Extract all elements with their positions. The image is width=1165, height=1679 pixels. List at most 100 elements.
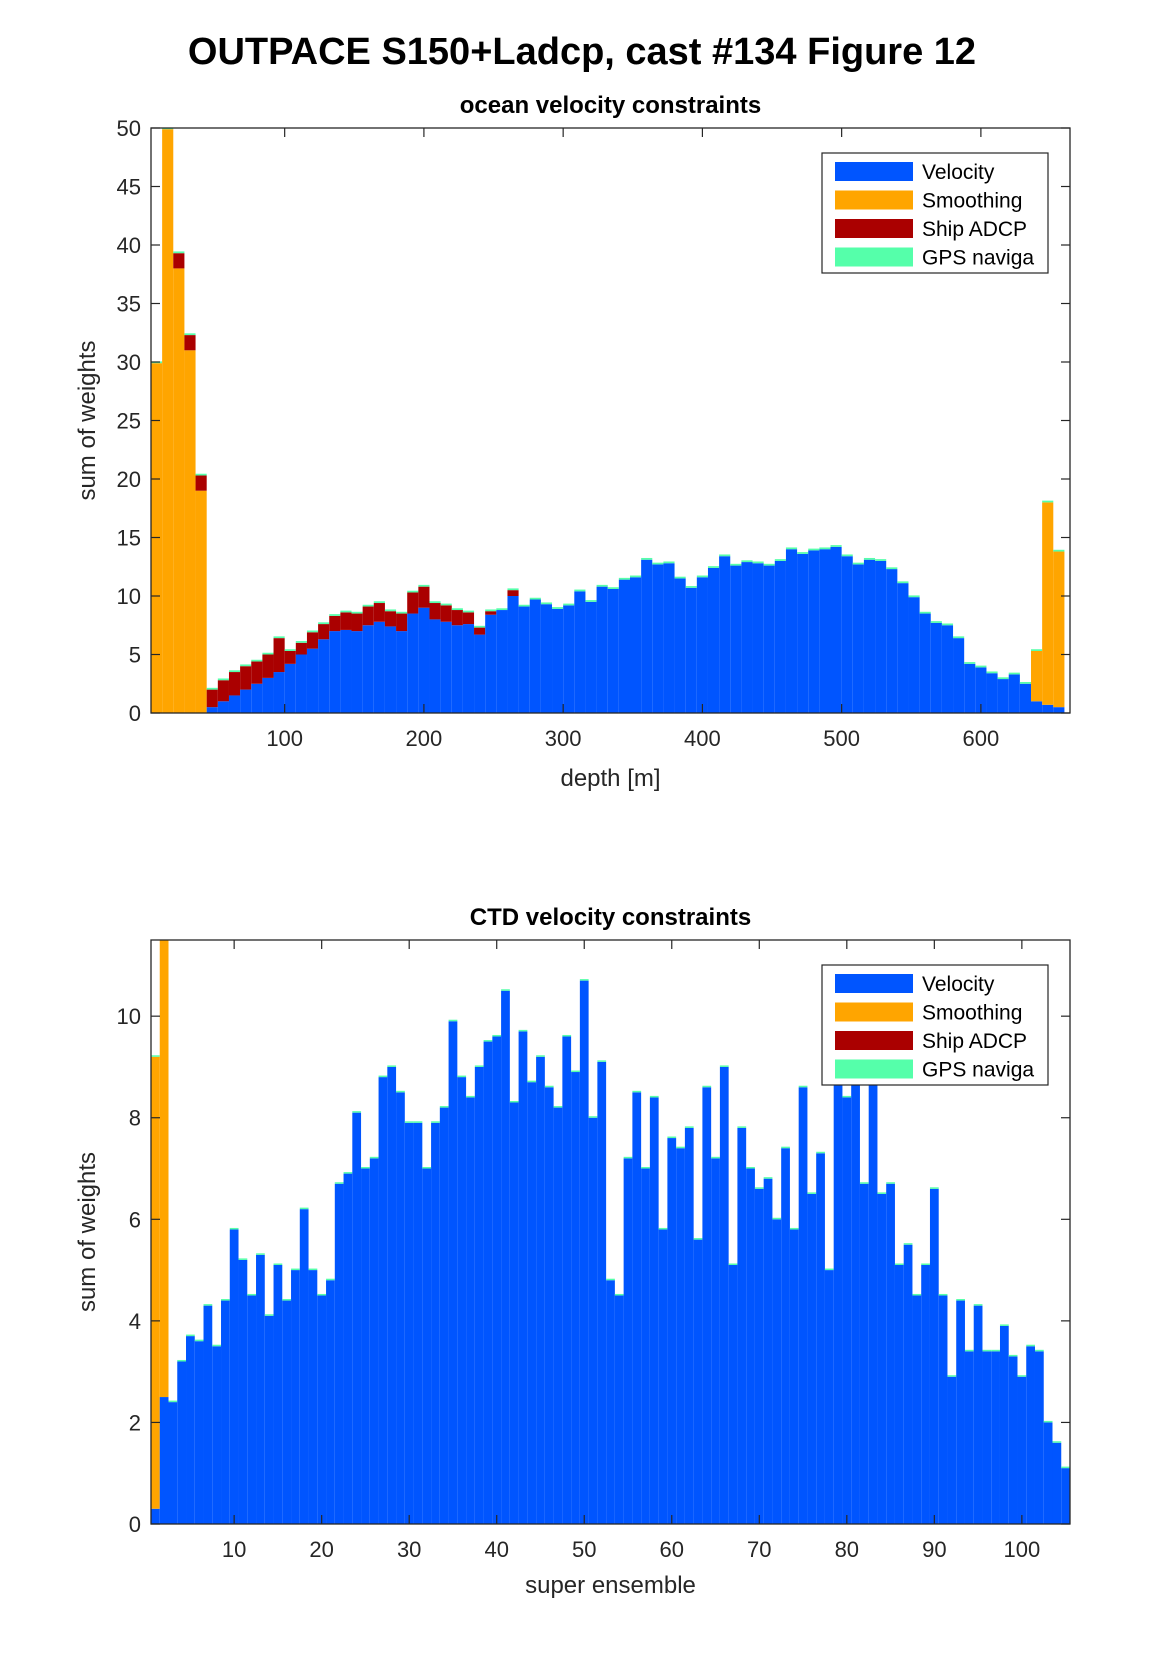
bar-gps-naviga-24: [173, 251, 185, 254]
bar-gps-naviga-67: [728, 1263, 738, 1266]
bar-velocity-59: [658, 1229, 668, 1524]
bar-gps-naviga-40: [195, 473, 207, 476]
bar-smoothing-24: [173, 268, 185, 713]
bar-smoothing-640: [1031, 650, 1043, 702]
bar-gps-naviga-424: [730, 563, 742, 566]
bar-velocity-368: [652, 564, 664, 713]
legend-swatch-smoothing: [835, 1002, 913, 1022]
bar-velocity-296: [552, 608, 564, 713]
bar-velocity-62: [684, 1127, 694, 1524]
bar-velocity-98: [999, 1325, 1009, 1524]
y-tick-label: 4: [129, 1309, 141, 1334]
bar-gps-naviga-46: [544, 1085, 554, 1088]
bar-velocity-46: [544, 1087, 554, 1524]
bar-velocity-22: [334, 1183, 344, 1524]
bar-velocity-90: [929, 1188, 939, 1524]
bar-velocity-93: [956, 1300, 965, 1524]
bar-gps-naviga-57: [641, 1166, 650, 1169]
bar-velocity-480: [808, 550, 820, 713]
bar-velocity-136: [329, 631, 341, 713]
bar-velocity-10: [229, 1229, 239, 1524]
bar-smoothing-2: [159, 940, 169, 1398]
bar-velocity-344: [618, 579, 630, 713]
bar-velocity-80: [842, 1097, 852, 1524]
bar-gps-naviga-64: [702, 1085, 712, 1088]
bar-velocity-52: [597, 1061, 607, 1524]
bar-smoothing-32: [184, 350, 196, 713]
bar-gps-naviga-248: [485, 609, 497, 612]
bar-gps-naviga-392: [685, 586, 697, 588]
bar-gps-naviga-52: [597, 1060, 607, 1062]
bar-gps-naviga-77: [816, 1151, 825, 1154]
bar-gps-naviga-56: [217, 678, 229, 681]
bar-gps-naviga-136: [329, 614, 341, 616]
bar-gps-naviga-82: [859, 1182, 869, 1184]
bar-gps-naviga-71: [763, 1177, 773, 1179]
bar-gps-naviga-21: [326, 1278, 335, 1281]
bar-gps-naviga-264: [507, 588, 519, 591]
bar-gps-naviga-624: [1008, 672, 1020, 675]
bar-velocity-5: [186, 1336, 195, 1524]
bar-velocity-9: [221, 1300, 230, 1524]
bar-velocity-208: [429, 619, 441, 713]
bar-smoothing-648: [1042, 502, 1054, 705]
bar-velocity-3: [168, 1402, 178, 1524]
y-tick-label: 0: [129, 1512, 141, 1537]
bar-gps-naviga-408: [707, 566, 720, 568]
bar-gps-naviga-328: [596, 584, 608, 587]
bar-velocity-34: [439, 1107, 449, 1524]
y-tick-label: 6: [129, 1207, 141, 1232]
bar-gps-naviga-55: [623, 1156, 633, 1159]
bar-gps-naviga-78: [824, 1268, 834, 1271]
bar-velocity-66: [719, 1066, 729, 1524]
bar-velocity-57: [641, 1168, 650, 1524]
bar-velocity-328: [596, 586, 608, 713]
x-tick-label: 500: [823, 726, 860, 751]
bar-velocity-8: [212, 1346, 222, 1524]
bar-gps-naviga-7: [203, 1304, 213, 1306]
legend-swatch-velocity: [835, 974, 913, 993]
bar-gps-naviga-32: [422, 1166, 432, 1169]
bar-gps-naviga-296: [552, 607, 564, 609]
bar-gps-naviga-464: [785, 547, 798, 550]
bar-velocity-392: [685, 587, 697, 713]
bar-velocity-160: [362, 625, 374, 713]
bar-gps-naviga-400: [696, 575, 708, 578]
legend: Velocity Smoothing Ship ADCP GPS naviga: [821, 152, 1049, 274]
bar-gps-naviga-536: [886, 567, 898, 570]
bar-gps-naviga-104: [284, 649, 296, 651]
x-tick-label: 20: [309, 1537, 333, 1562]
bar-gps-naviga-76: [807, 1192, 817, 1194]
bar-gps-naviga-41: [501, 989, 510, 991]
x-tick-label: 10: [222, 1537, 246, 1562]
bar-gps-naviga-232: [462, 610, 475, 613]
bar-gps-naviga-22: [334, 1182, 344, 1184]
bar-velocity-45: [536, 1056, 545, 1524]
bar-velocity-29: [396, 1092, 405, 1524]
chart-title: CTD velocity constraints: [470, 904, 751, 931]
y-tick-label: 5: [129, 643, 141, 668]
bar-velocity-104: [284, 663, 296, 713]
bar-gps-naviga-87: [903, 1243, 913, 1245]
bar-velocity-64: [228, 695, 241, 713]
bar-velocity-408: [707, 567, 720, 713]
bar-ship-adcp-248: [485, 611, 497, 615]
bar-gps-naviga-13: [256, 1253, 265, 1255]
bar-velocity-104: [1052, 1442, 1062, 1524]
bar-ship-adcp-152: [351, 613, 363, 632]
bar-velocity-85: [886, 1183, 895, 1524]
bar-velocity-83: [868, 1066, 878, 1524]
bar-velocity-54: [614, 1295, 624, 1524]
bar-gps-naviga-112: [295, 641, 307, 643]
bar-gps-naviga-224: [451, 608, 463, 611]
bar-gps-naviga-616: [997, 677, 1009, 680]
bar-gps-naviga-336: [607, 587, 619, 589]
bar-velocity-61: [676, 1148, 685, 1524]
bar-velocity-6: [194, 1341, 204, 1524]
bar-velocity-112: [295, 654, 307, 713]
chart-title: ocean velocity constraints: [460, 92, 761, 119]
bar-gps-naviga-27: [378, 1075, 388, 1078]
bar-ship-adcp-112: [295, 642, 307, 655]
bar-gps-naviga-100: [1017, 1375, 1027, 1377]
